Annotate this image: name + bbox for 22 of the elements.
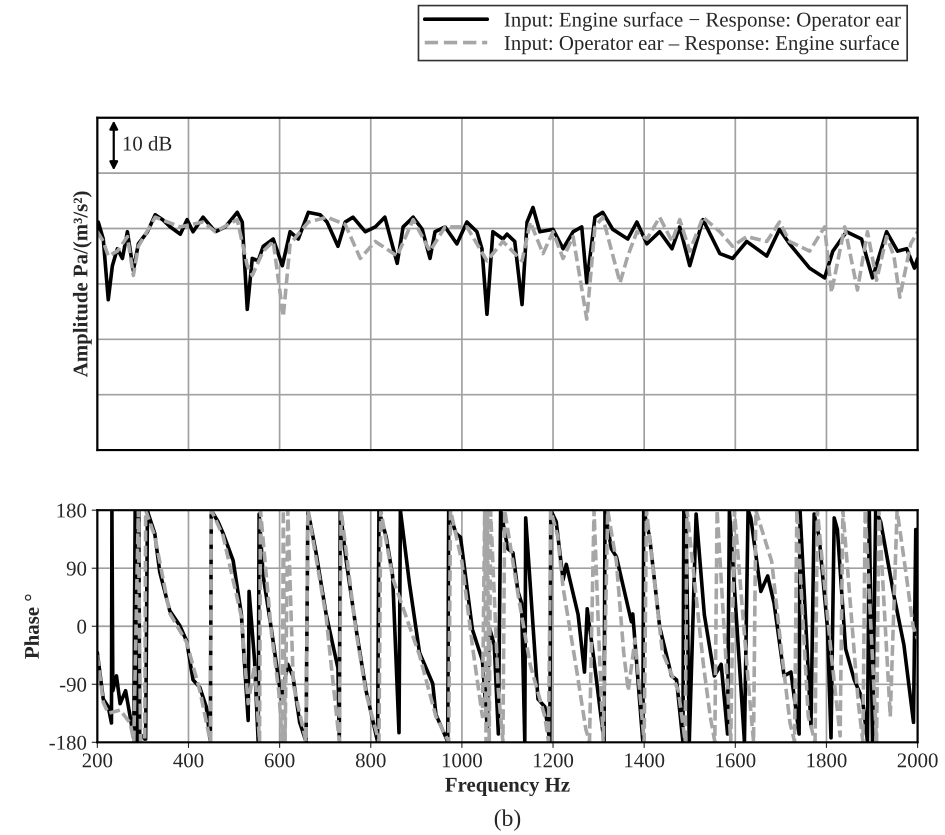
- x-tick-label: 400: [173, 753, 204, 768]
- x-tick-label: 1800: [807, 753, 846, 768]
- x-tick-label: 2000: [898, 753, 938, 768]
- x-tick-label: 600: [264, 753, 294, 768]
- y-tick-label: -180: [50, 736, 86, 750]
- x-tick-label: 1600: [716, 753, 756, 768]
- y-axis-title: Amplitude Pa/(m³/s²): [72, 191, 92, 378]
- text: 10 dB: [124, 136, 172, 151]
- y-tick-label: 90: [66, 562, 86, 576]
- x-tick-label: 800: [356, 753, 386, 768]
- x-tick-label: 1000: [442, 753, 482, 768]
- x-axis-title: Frequency Hz: [445, 778, 570, 796]
- y-axis-title: Phase °: [24, 594, 39, 659]
- y-tick-label: 0: [77, 620, 86, 634]
- y-tick-label: 180: [58, 504, 86, 518]
- legend-label: Input: Operator ear – Response: Engine surface: [504, 35, 899, 54]
- x-tick-label: 1400: [625, 753, 664, 768]
- text: (b): [494, 809, 520, 831]
- x-tick-label: 200: [82, 753, 112, 768]
- legend-label: Input: Engine surface − Response: Operator ear: [504, 12, 901, 31]
- y-tick-label: -90: [60, 678, 86, 692]
- x-tick-label: 1200: [534, 753, 574, 768]
